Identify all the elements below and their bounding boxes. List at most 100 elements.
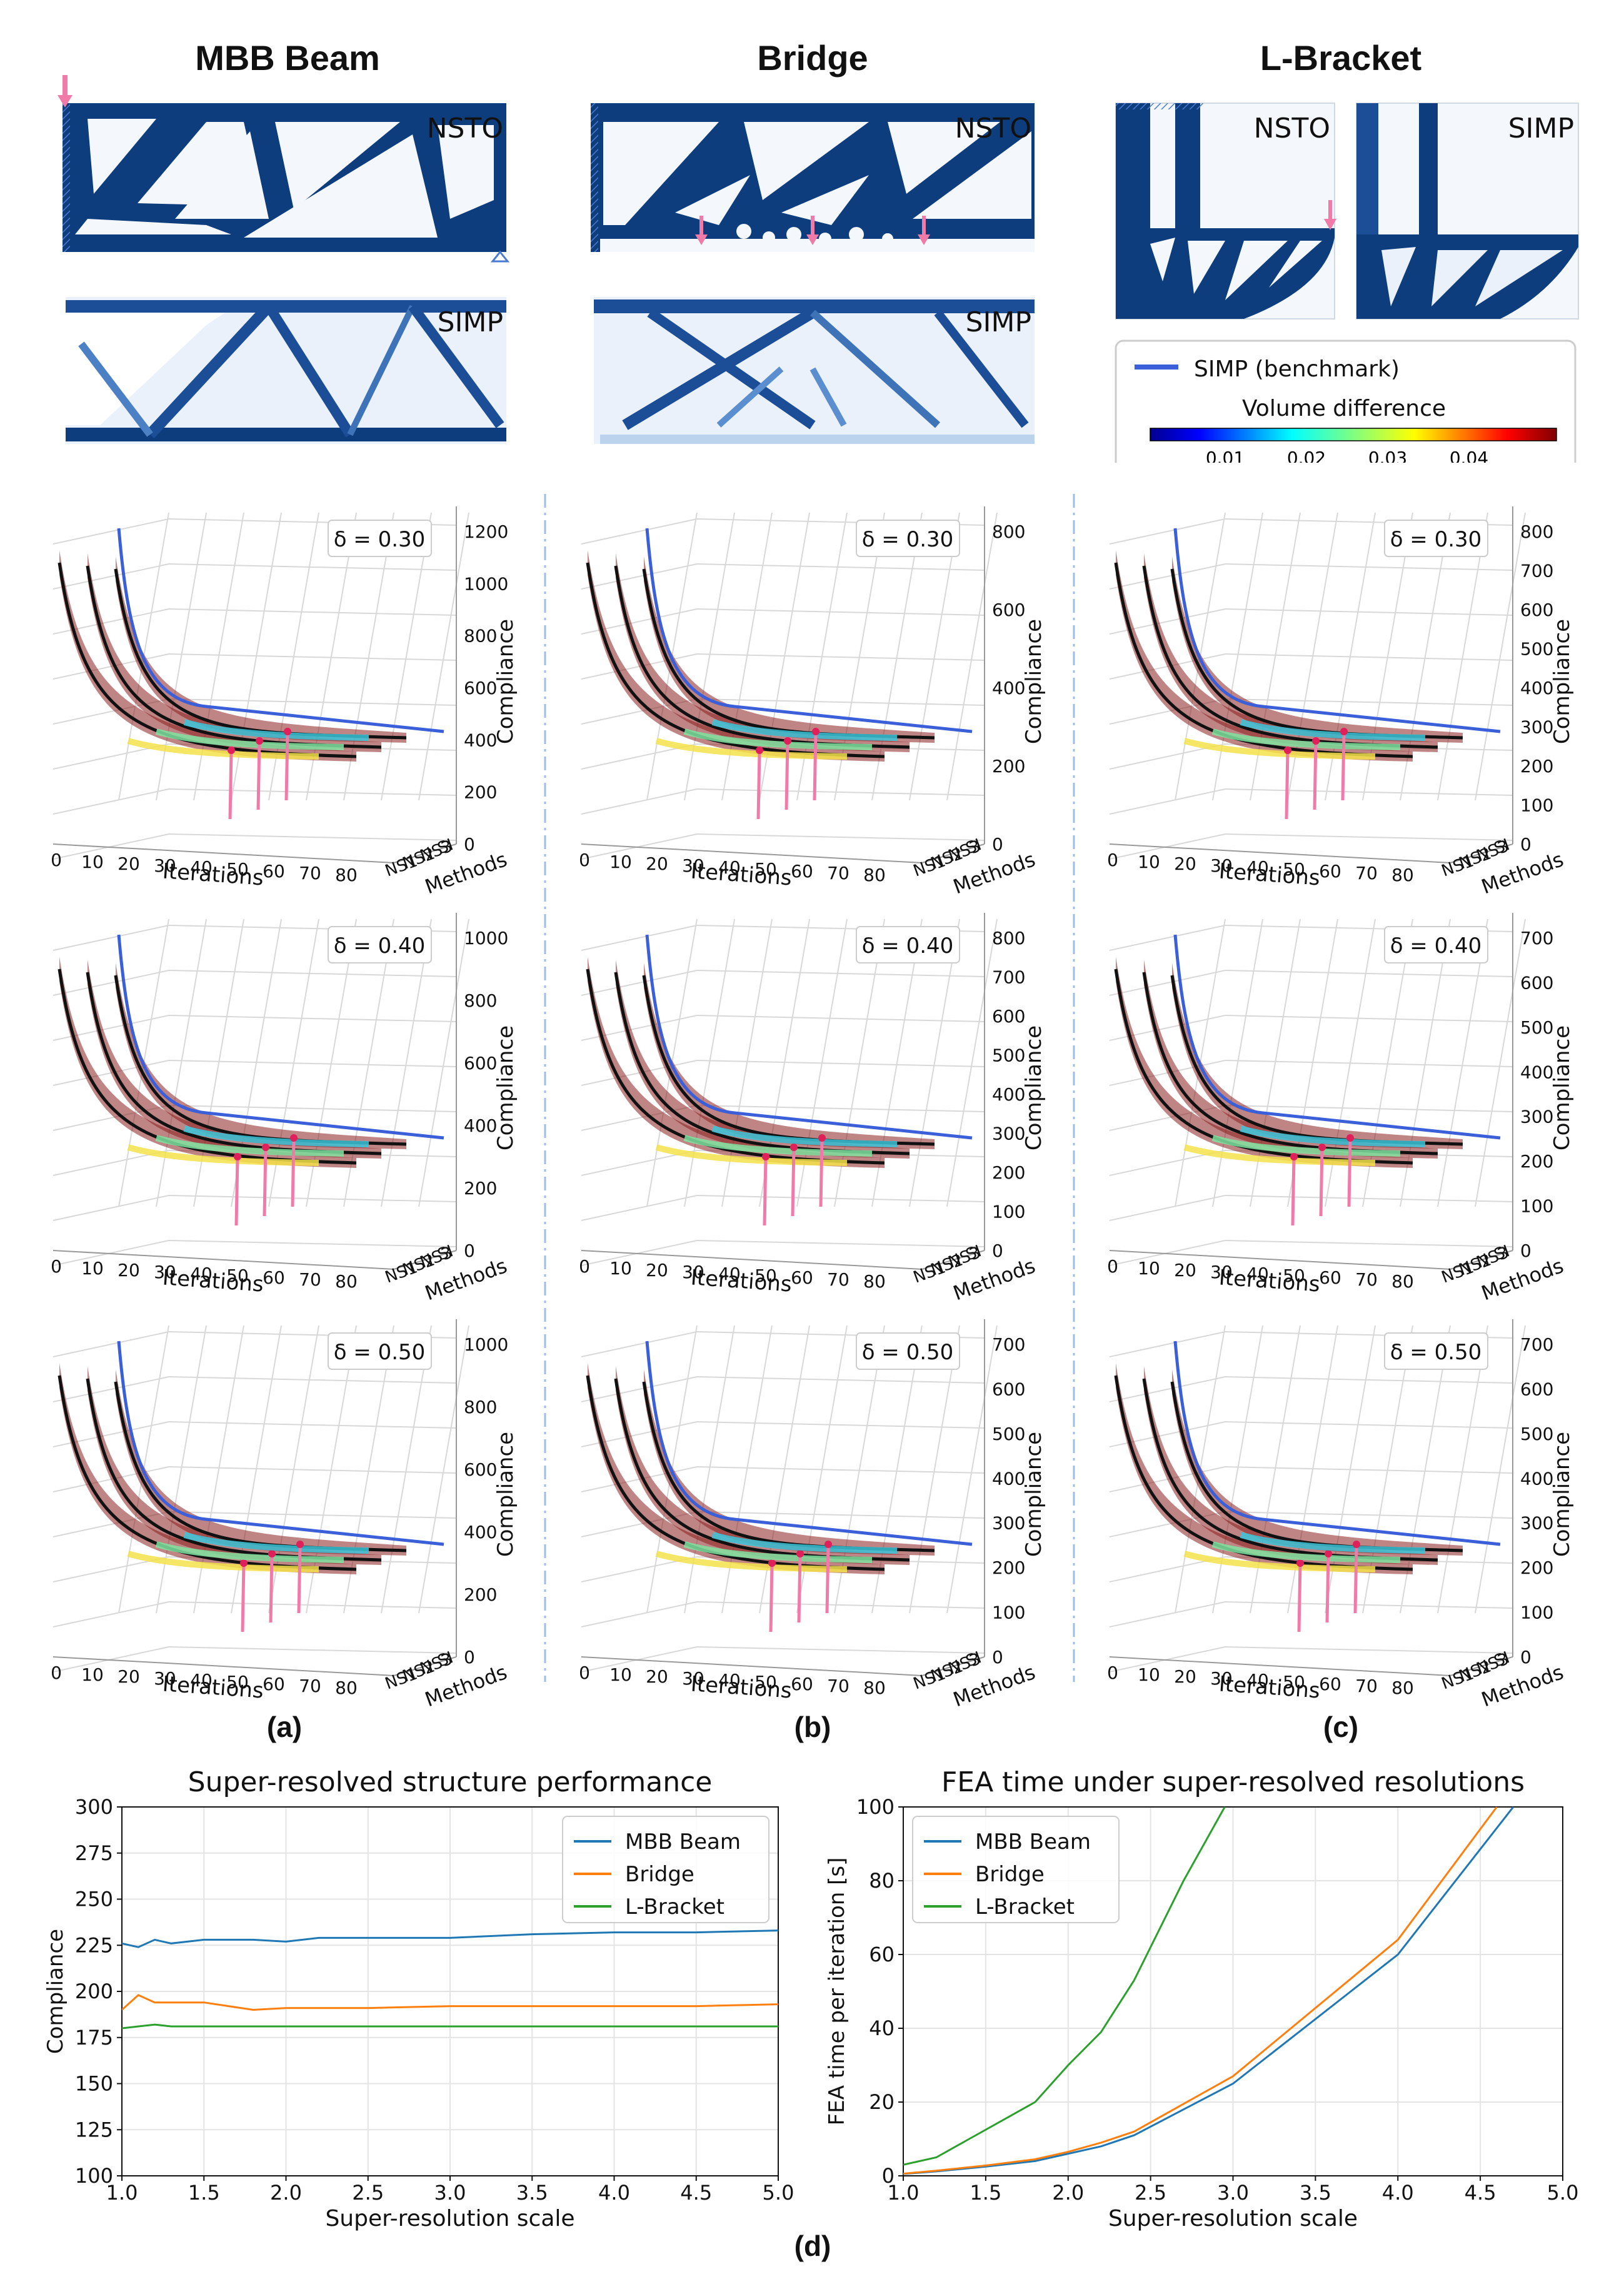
z-tick-label: 600 [1520, 600, 1553, 620]
x-tick-label: 30 [1210, 1668, 1233, 1689]
x-tick-label: 4.5 [1465, 2181, 1496, 2205]
converge-marker [1340, 728, 1348, 735]
z-tick-label: 200 [1520, 756, 1553, 777]
delta-label: δ = 0.50 [334, 1340, 426, 1365]
z-tick-label: 300 [1520, 1513, 1553, 1534]
x-tick-label: 70 [1355, 1269, 1378, 1290]
variance-band [59, 550, 356, 762]
z-tick-label: 0 [464, 1647, 475, 1668]
x-tick-label: 40 [718, 857, 741, 878]
x-tick-label: 0 [1107, 1663, 1118, 1683]
z-tick-label: 400 [464, 730, 497, 750]
gridline [1437, 512, 1488, 801]
gridline [418, 1325, 469, 1614]
gridline [581, 788, 698, 815]
x-tick-label: 50 [1283, 1672, 1305, 1693]
gridline [1109, 788, 1226, 815]
z-tick-label: 1000 [464, 573, 508, 594]
x-axis-line [53, 843, 394, 863]
x-tick-label: 1.0 [888, 2181, 920, 2205]
gridline [1109, 1331, 1226, 1357]
x-tick-label: 60 [1319, 1267, 1341, 1288]
variance-band [88, 553, 381, 752]
chart-title: FEA time under super-resolved resolution… [941, 1766, 1525, 1798]
z-tick-label: 800 [464, 990, 497, 1011]
gridline [696, 833, 985, 841]
gridline [168, 608, 457, 616]
y-tick-label: 150 [75, 2072, 113, 2096]
chart-legend: MBB Beam Bridge L-Bracket [562, 1816, 769, 1923]
gridline [1109, 970, 1226, 996]
x-tick-label: 30 [1210, 1262, 1233, 1282]
gridline [53, 563, 169, 590]
volume-diff-segment [1211, 1135, 1401, 1157]
plot3d-panel: δ = 0.40 8007006005004003002001000Complia… [579, 913, 1046, 1300]
z-tick-label: 0 [992, 1240, 1003, 1261]
z-axis-label: Compliance [1021, 1025, 1046, 1150]
x-axis-label: Iterations [1218, 858, 1321, 890]
z-tick-label: 100 [992, 1202, 1025, 1222]
gridline [1225, 1240, 1513, 1247]
x-tick-label: 1.0 [106, 2181, 138, 2205]
x-axis-line [581, 1656, 923, 1676]
lbracket-nsto-structure: NSTO [1115, 103, 1336, 319]
gridline [581, 925, 698, 951]
x-tick-label: 80 [335, 1271, 358, 1292]
x-tick-label: 10 [1138, 1664, 1160, 1685]
gridline [1212, 918, 1263, 1207]
volume-diff-segment [1183, 1551, 1376, 1572]
x-tick-label: 50 [1283, 859, 1305, 880]
x-tick-label: 30 [154, 1262, 176, 1282]
delta-label-group: δ = 0.40 [1384, 926, 1488, 963]
method-axis-line [393, 1656, 457, 1676]
converge-marker [240, 1559, 248, 1567]
z-tick-label: 200 [1520, 1557, 1553, 1578]
delta-label: δ = 0.30 [1390, 527, 1482, 552]
x-tick-label: 0 [579, 850, 590, 870]
plot3d-grid-walls [581, 913, 998, 1270]
gridline [418, 918, 469, 1207]
variance-band [88, 960, 381, 1159]
converge-marker [796, 1550, 804, 1557]
x-axis-line [581, 1250, 923, 1270]
nsto-label: NSTO [1254, 113, 1330, 144]
z-axis-label: Compliance [1550, 619, 1575, 744]
z-tick-label: 400 [1520, 1468, 1553, 1489]
converge-stem [819, 1137, 824, 1207]
method-axis-line [393, 1250, 457, 1270]
gridline [1109, 925, 1226, 951]
converge-marker [1290, 1153, 1298, 1160]
x-tick-label: 70 [827, 1269, 850, 1290]
x-tick-label: 30 [1210, 855, 1233, 876]
simp-benchmark-curve [645, 1341, 973, 1546]
gridline [1225, 1601, 1513, 1609]
converge-stem [825, 1544, 830, 1614]
delta-label-box [856, 926, 960, 963]
x-tick-label: 70 [1355, 1676, 1378, 1696]
colorbar-tick: 0.01 [1206, 448, 1245, 463]
z-tick-label: 600 [464, 1053, 497, 1074]
x-tick-label: 80 [1391, 1271, 1414, 1292]
simp-benchmark-curve [117, 1341, 444, 1546]
x-axis-label: Iterations [690, 858, 793, 890]
z-tick-label: 600 [1520, 1379, 1553, 1399]
z-tick-label: 300 [992, 1124, 1025, 1144]
method-axis-line [921, 1250, 985, 1270]
series-line-l-bracket [903, 1807, 1226, 2166]
z-tick-label: 500 [992, 1424, 1025, 1444]
converge-stem [769, 1562, 774, 1633]
plot-frame [903, 1806, 1563, 2176]
z-tick-label: 700 [992, 1334, 1025, 1355]
z-tick-label: 1000 [464, 928, 508, 948]
gridline [581, 1331, 698, 1357]
x-tick-label: 60 [1319, 1674, 1341, 1694]
y-tick-label: 250 [75, 1888, 113, 1911]
z-tick-label: 800 [464, 626, 497, 646]
x-tick-label: 60 [263, 1674, 285, 1694]
simp-benchmark-curve [1173, 934, 1501, 1140]
plot3d-panel: δ = 0.40 7006005004003002001000Compliance… [1107, 913, 1575, 1300]
z-tick-label: 500 [1520, 1424, 1553, 1444]
simp-benchmark-curve [645, 934, 973, 1140]
gridline [696, 1195, 985, 1202]
y-tick-label: 300 [75, 1795, 113, 1819]
